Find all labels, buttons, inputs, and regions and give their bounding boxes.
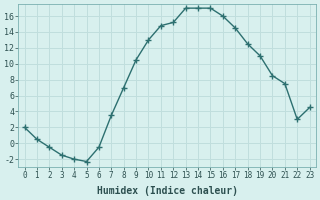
X-axis label: Humidex (Indice chaleur): Humidex (Indice chaleur) bbox=[97, 186, 237, 196]
